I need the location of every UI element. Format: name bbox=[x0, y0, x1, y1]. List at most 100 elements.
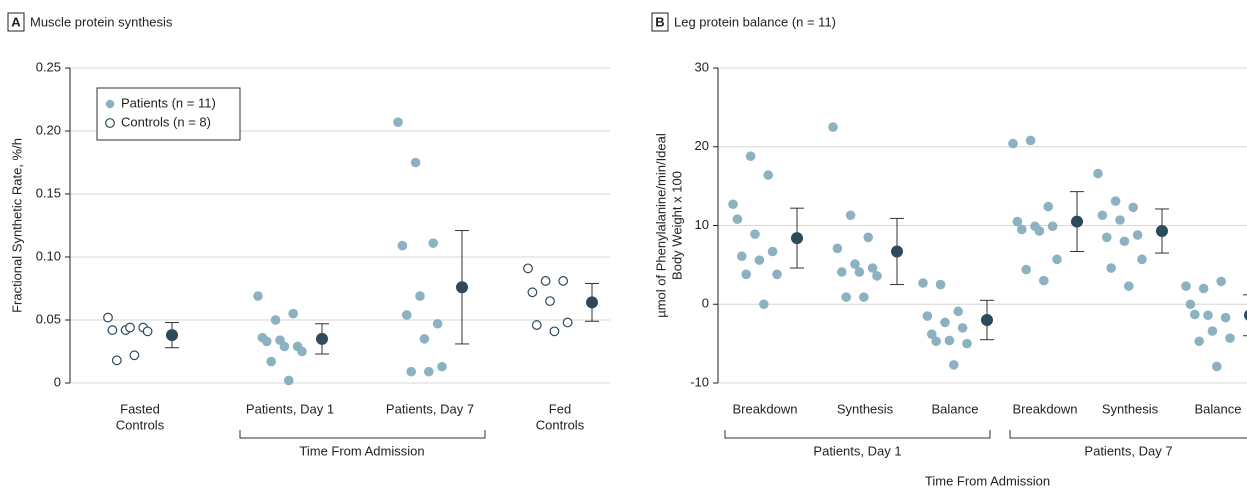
data-point bbox=[428, 238, 439, 248]
x-tick-label: Patients, Day 1 bbox=[246, 401, 334, 416]
data-point bbox=[1132, 230, 1143, 240]
data-point bbox=[549, 326, 560, 337]
data-point bbox=[1025, 135, 1036, 146]
data-point bbox=[922, 311, 933, 321]
legend-marker bbox=[105, 99, 115, 109]
x-tick-label: Fed bbox=[549, 401, 571, 416]
data-point bbox=[1207, 326, 1218, 336]
data-point bbox=[419, 334, 430, 344]
data-point bbox=[741, 269, 751, 280]
data-point bbox=[772, 269, 782, 280]
x-tick-label: Controls bbox=[536, 417, 585, 432]
y-tick-label: 0.10 bbox=[36, 248, 61, 263]
legend-label: Controls (n = 8) bbox=[121, 114, 211, 129]
mean-point bbox=[456, 281, 468, 294]
x-tick-label: Balance bbox=[932, 401, 979, 416]
data-point bbox=[262, 336, 272, 347]
data-point bbox=[1124, 281, 1134, 291]
data-point bbox=[432, 318, 443, 329]
x-tick-label: Breakdown bbox=[1012, 401, 1077, 416]
data-point bbox=[728, 199, 738, 210]
y-tick-label: 0.20 bbox=[36, 122, 61, 137]
legend-label: Patients (n = 11) bbox=[121, 95, 216, 110]
data-point bbox=[1008, 138, 1018, 149]
data-point bbox=[540, 276, 551, 286]
data-point bbox=[1043, 201, 1053, 212]
data-point bbox=[125, 322, 135, 333]
data-point bbox=[1198, 283, 1209, 294]
data-point bbox=[854, 267, 865, 277]
data-point bbox=[1203, 310, 1213, 321]
data-point bbox=[1021, 264, 1031, 275]
mean-point bbox=[791, 232, 803, 245]
y-tick-label: 0.05 bbox=[36, 311, 61, 326]
data-point bbox=[867, 263, 878, 273]
data-point bbox=[863, 232, 873, 243]
y-tick-label: 0 bbox=[702, 296, 709, 311]
group-bracket bbox=[1009, 430, 1247, 439]
chart-title: Leg protein balance (n = 11) bbox=[674, 14, 836, 29]
x-tick-label: Controls bbox=[116, 417, 165, 432]
data-point bbox=[531, 320, 542, 330]
data-point bbox=[944, 335, 955, 346]
data-point bbox=[737, 251, 747, 262]
data-point bbox=[424, 366, 434, 377]
data-point bbox=[837, 267, 847, 277]
data-point bbox=[754, 255, 765, 265]
data-point bbox=[1102, 232, 1112, 243]
legend-box bbox=[96, 87, 241, 141]
data-point bbox=[1128, 202, 1138, 213]
data-point bbox=[957, 323, 968, 333]
data-point bbox=[1110, 196, 1121, 206]
data-point bbox=[1181, 281, 1191, 291]
data-point bbox=[953, 306, 963, 317]
data-point bbox=[1012, 216, 1023, 227]
data-point bbox=[562, 317, 573, 328]
y-tick-label: 0.25 bbox=[36, 59, 61, 74]
group-title: Time From Admission bbox=[925, 473, 1050, 488]
data-point bbox=[1093, 168, 1103, 179]
data-point bbox=[393, 117, 403, 127]
data-point bbox=[1137, 254, 1147, 265]
data-point bbox=[1216, 276, 1226, 287]
data-point bbox=[845, 210, 856, 221]
data-point bbox=[253, 291, 263, 301]
data-point bbox=[732, 214, 743, 224]
data-point bbox=[111, 355, 122, 366]
data-point bbox=[288, 308, 299, 319]
data-point bbox=[745, 151, 756, 161]
y-tick-label: 30 bbox=[695, 59, 709, 74]
data-point bbox=[759, 299, 769, 310]
data-point bbox=[859, 292, 869, 302]
data-point bbox=[1047, 221, 1058, 232]
panel-letter-box bbox=[651, 12, 669, 32]
data-point bbox=[931, 336, 941, 347]
data-point bbox=[1106, 263, 1116, 273]
data-point bbox=[397, 240, 408, 251]
data-point bbox=[266, 356, 277, 367]
x-tick-label: Breakdown bbox=[732, 401, 797, 416]
data-point bbox=[1194, 336, 1204, 347]
data-point bbox=[107, 325, 118, 335]
panel-letter: A bbox=[11, 14, 21, 29]
data-point bbox=[402, 310, 412, 320]
group-label: Patients, Day 7 bbox=[1084, 443, 1172, 458]
mean-point bbox=[981, 314, 993, 326]
data-point bbox=[850, 259, 860, 269]
x-tick-label: Synthesis bbox=[1102, 401, 1159, 416]
data-point bbox=[545, 296, 555, 307]
x-tick-label: Balance bbox=[1195, 401, 1242, 416]
mean-point bbox=[1071, 215, 1083, 228]
data-point bbox=[1034, 226, 1045, 236]
data-point bbox=[935, 279, 946, 290]
data-point bbox=[103, 312, 113, 323]
data-point bbox=[767, 246, 778, 257]
data-point bbox=[828, 122, 838, 132]
data-point bbox=[962, 338, 972, 349]
group-label: Patients, Day 1 bbox=[813, 443, 901, 458]
data-point bbox=[406, 366, 417, 377]
panel-letter-box bbox=[7, 12, 25, 32]
mean-point bbox=[891, 245, 903, 258]
data-point bbox=[410, 157, 421, 168]
